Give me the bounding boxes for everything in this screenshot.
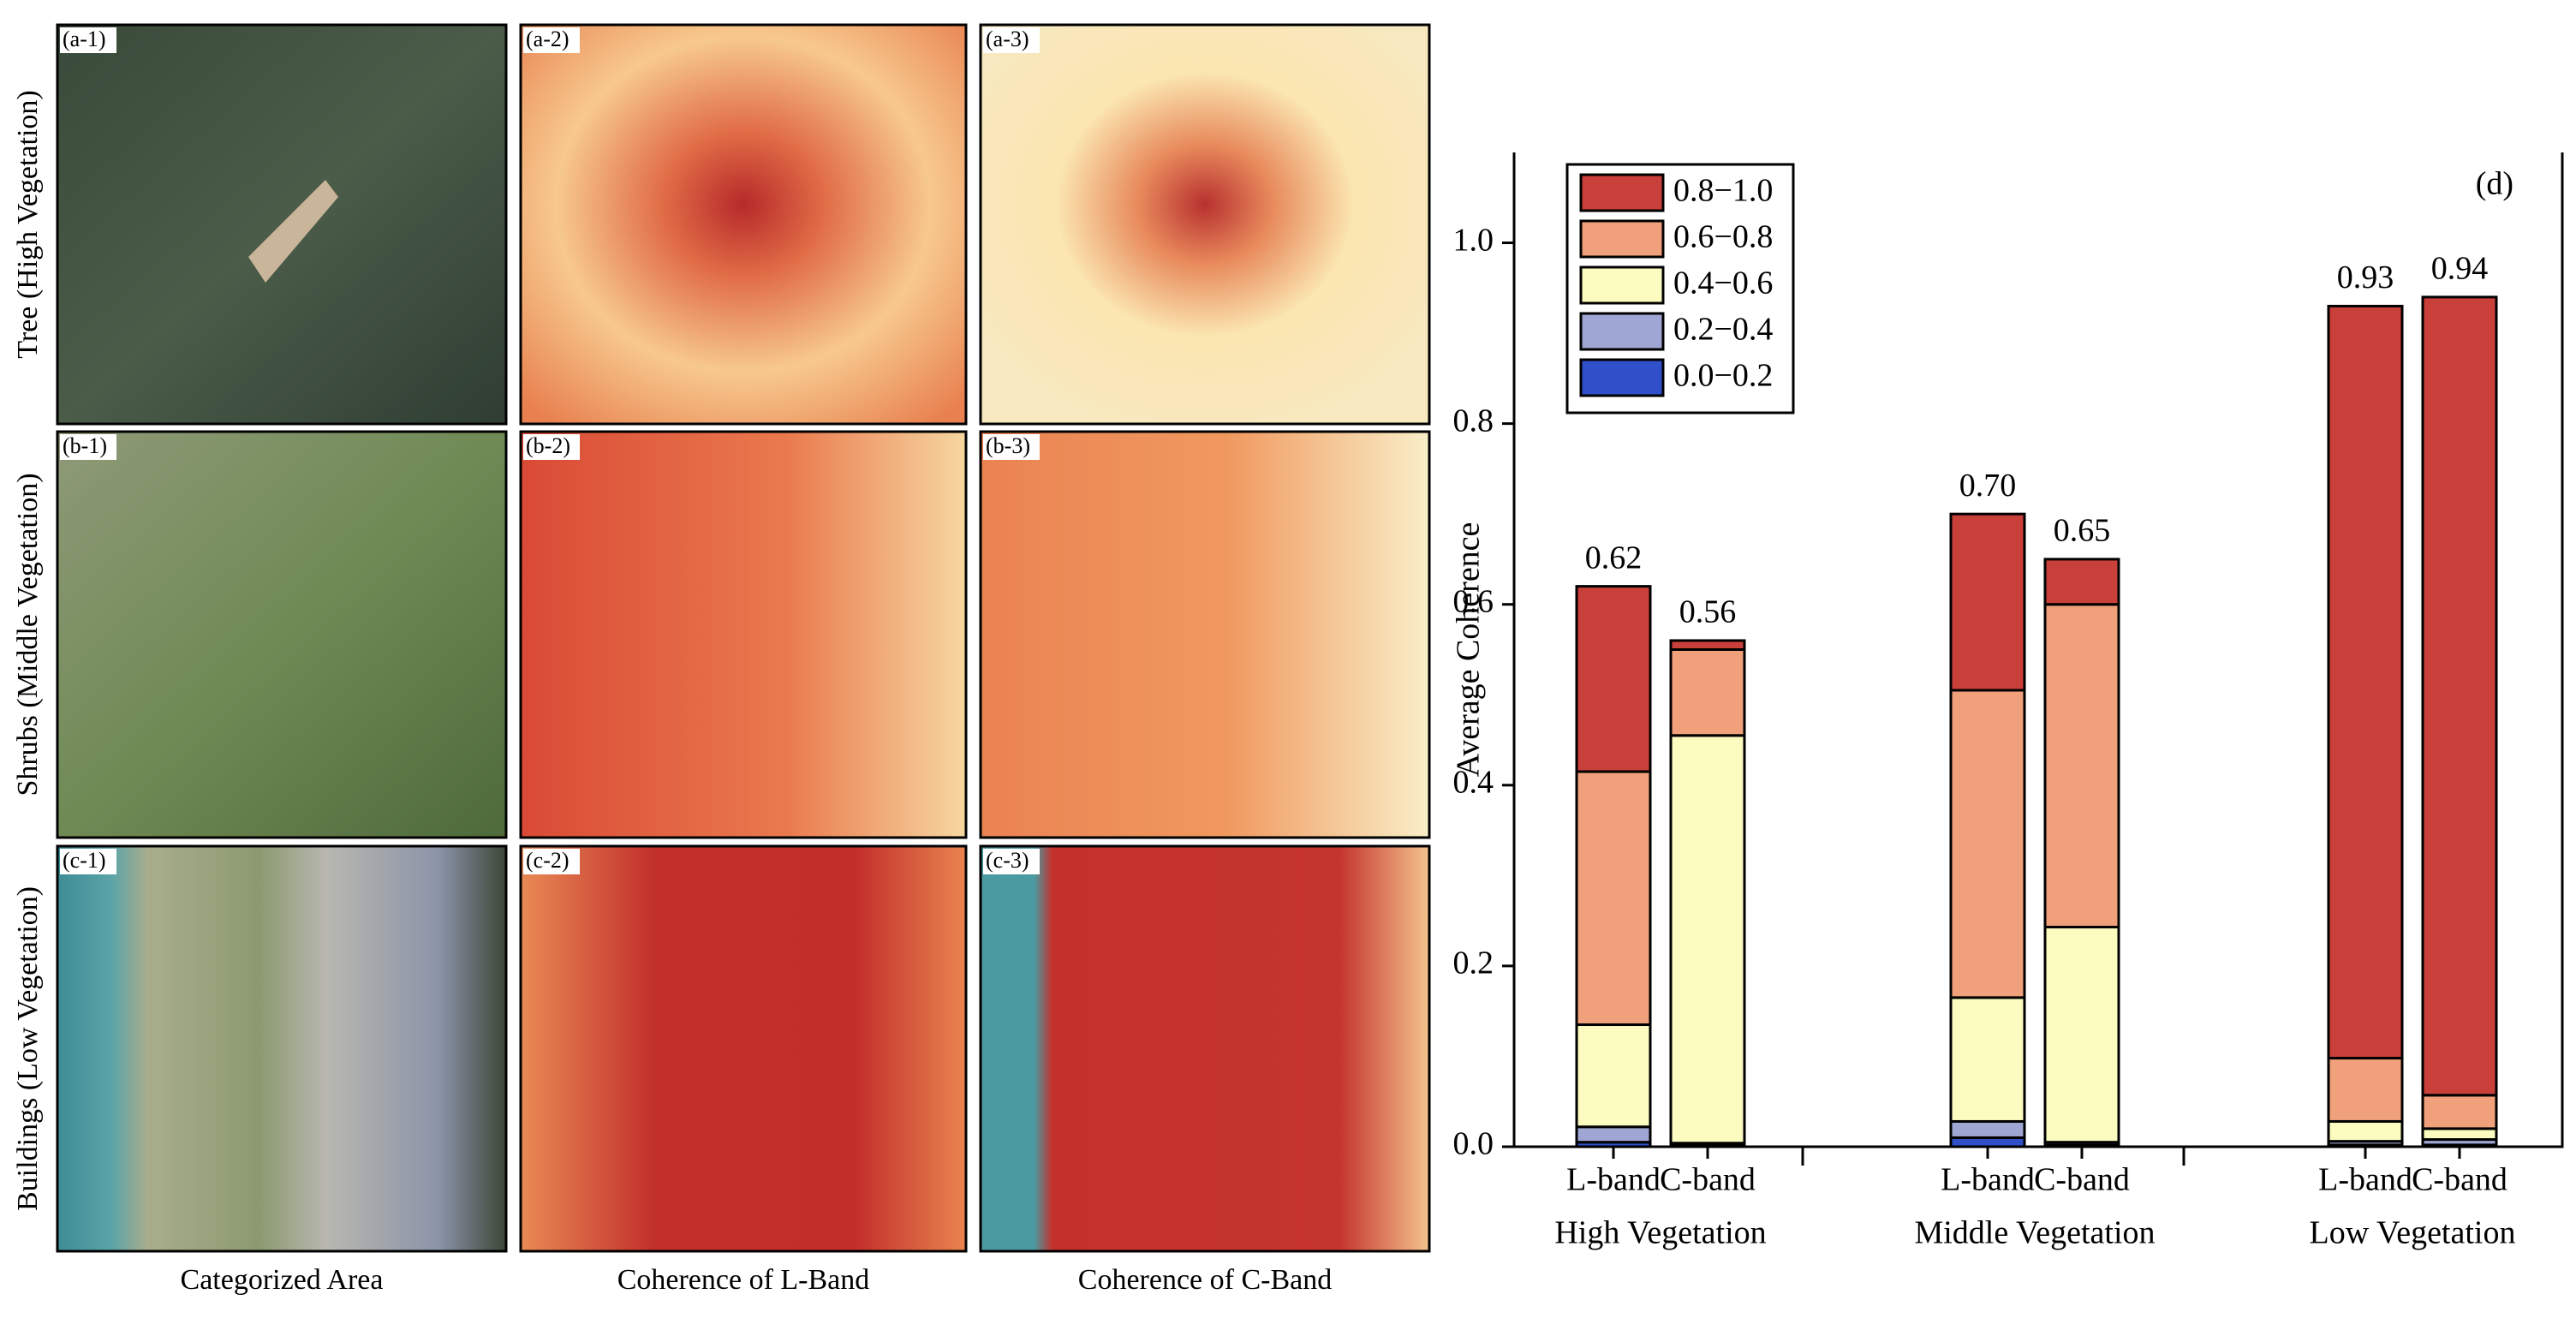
bar-segment	[1949, 996, 2026, 1123]
bar-segment	[1575, 1125, 1652, 1144]
legend-swatch	[1579, 312, 1665, 351]
bar-segment	[1575, 585, 1652, 773]
bar-segment	[1669, 648, 1746, 737]
image	[979, 844, 1431, 1253]
bar-segment	[2421, 295, 2498, 1097]
bar-segment	[1949, 1119, 2026, 1139]
tag-bg	[983, 434, 1040, 460]
axes-frame	[1512, 152, 2564, 1148]
tag-bg	[60, 434, 116, 460]
y-tick-label: 0.4	[1453, 765, 1494, 801]
group-label: Low Vegetation	[2310, 1215, 2516, 1251]
legend-swatch	[1579, 358, 1665, 397]
tag-bg	[523, 849, 580, 874]
x-tick-label: C-band	[1660, 1162, 1756, 1198]
panel-tag: (a-1)	[63, 27, 106, 51]
image	[979, 430, 1431, 839]
bar-segment	[2327, 304, 2404, 1060]
panel-tag: (b-2)	[526, 433, 570, 458]
panel-tag: (c-3)	[986, 848, 1029, 873]
x-tick-label: L-band	[2318, 1162, 2412, 1198]
bar-segment	[2327, 1119, 2404, 1143]
y-tick-label: 0.8	[1453, 403, 1494, 438]
legend-label: 0.4−0.6	[1673, 265, 1773, 301]
legend-label: 0.2−0.4	[1673, 312, 1773, 348]
image	[56, 844, 508, 1253]
bar-segment	[1949, 512, 2026, 692]
total-label: 0.93	[2337, 259, 2394, 295]
tag-bg	[983, 27, 1040, 53]
total-label: 0.56	[1679, 594, 1737, 630]
column-label: Coherence of C-Band	[1078, 1264, 1332, 1296]
panel-tag: (a-2)	[526, 27, 569, 51]
column-label: Coherence of L-Band	[617, 1264, 870, 1296]
bar-segment	[1575, 770, 1652, 1027]
bar-segment	[1949, 689, 2026, 999]
row-label: Buildings (Low Vegetation)	[12, 886, 44, 1211]
image	[519, 844, 968, 1253]
total-label: 0.94	[2431, 251, 2489, 287]
legend-label: 0.6−0.8	[1673, 219, 1773, 255]
group-label: Middle Vegetation	[1914, 1215, 2155, 1251]
annotation: (d)	[2476, 166, 2513, 202]
panel-tag: (c-2)	[526, 848, 569, 873]
tag-bg	[523, 434, 580, 460]
image	[979, 23, 1431, 426]
total-label: 0.62	[1585, 540, 1643, 576]
row-label: Tree (High Vegetation)	[12, 90, 44, 359]
legend-label: 0.0−0.2	[1673, 358, 1773, 394]
bar-segment	[2327, 1057, 2404, 1123]
y-tick-label: 0.6	[1453, 583, 1494, 619]
y-tick-label: 1.0	[1453, 222, 1494, 258]
bar-segment	[2043, 558, 2120, 606]
tag-bg	[523, 27, 580, 53]
bar-segment	[1949, 1136, 2026, 1148]
y-tick-label: 0.2	[1453, 945, 1494, 981]
tag-bg	[60, 27, 116, 53]
tag-bg	[60, 849, 116, 874]
total-label: 0.70	[1959, 468, 2017, 504]
image	[519, 23, 968, 426]
bar-segment	[2421, 1094, 2498, 1130]
bar-segment	[2043, 603, 2120, 929]
total-label: 0.65	[2054, 513, 2111, 549]
legend-label: 0.8−1.0	[1673, 173, 1773, 209]
legend-swatch	[1579, 219, 1665, 259]
bar-segment	[1669, 734, 1746, 1145]
row-label: Shrubs (Middle Vegetation)	[12, 473, 44, 796]
image	[519, 430, 968, 839]
bar-segment	[1669, 639, 1746, 651]
group-label: High Vegetation	[1554, 1215, 1766, 1251]
x-tick-label: C-band	[2412, 1162, 2507, 1198]
legend-swatch	[1579, 265, 1665, 305]
panel-tag: (a-3)	[986, 27, 1029, 51]
legend-swatch	[1579, 173, 1665, 212]
panel-tag: (c-1)	[63, 848, 106, 873]
landslide	[248, 180, 338, 283]
panel-tag: (b-3)	[986, 433, 1030, 458]
image-panels	[56, 23, 1431, 1253]
x-tick-label: C-band	[2034, 1162, 2130, 1198]
x-tick-label: L-band	[1941, 1162, 2035, 1198]
y-axis-label: Average Coherence	[1451, 522, 1487, 778]
bar-segment	[2421, 1127, 2498, 1142]
y-tick-label: 0.0	[1453, 1126, 1494, 1162]
column-label: Categorized Area	[181, 1264, 384, 1296]
bar-segment	[1575, 1023, 1652, 1129]
panel-tag: (b-1)	[63, 433, 107, 458]
bar-segment	[2043, 926, 2120, 1144]
x-tick-label: L-band	[1566, 1162, 1661, 1198]
tag-bg	[983, 849, 1040, 874]
image	[56, 430, 508, 839]
